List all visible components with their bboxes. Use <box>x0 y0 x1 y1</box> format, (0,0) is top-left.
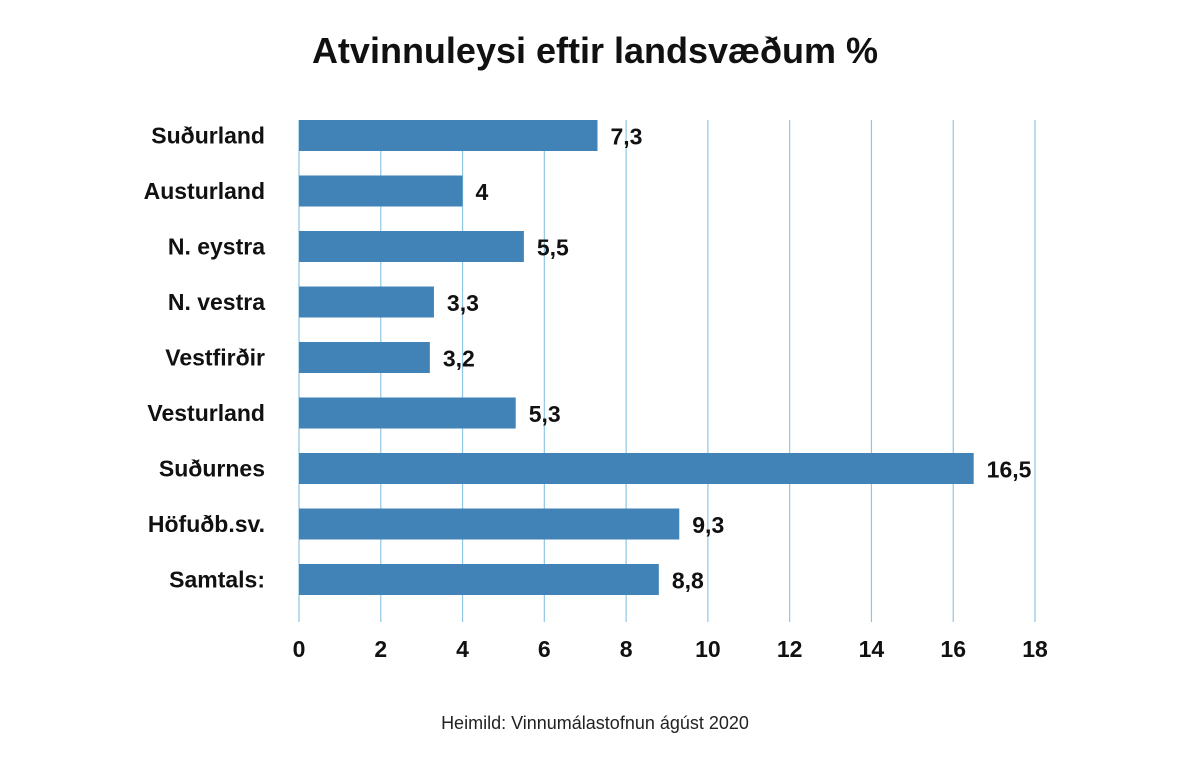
x-tick-label: 4 <box>456 636 469 662</box>
value-label: 9,3 <box>692 512 724 538</box>
bar <box>299 286 434 318</box>
category-label: Suðurnes <box>159 456 265 482</box>
x-tick-label: 2 <box>374 636 387 662</box>
x-tick-label: 0 <box>293 636 306 662</box>
value-label: 16,5 <box>987 457 1032 483</box>
category-label: Samtals: <box>169 567 265 593</box>
bar <box>299 120 598 151</box>
bar <box>299 564 659 595</box>
bar <box>299 397 516 429</box>
value-label: 8,8 <box>672 568 704 594</box>
value-label: 5,3 <box>529 401 561 427</box>
value-label: 5,5 <box>537 235 569 261</box>
x-tick-label: 16 <box>940 636 966 662</box>
x-tick-label: 14 <box>859 636 885 662</box>
x-tick-label: 10 <box>695 636 721 662</box>
x-tick-label: 12 <box>777 636 803 662</box>
bar <box>299 342 430 373</box>
category-label: Vesturland <box>147 400 265 426</box>
value-labels: 7,3 4 5,5 3,3 3,2 5,3 16,5 9,3 8,8 <box>443 124 1032 594</box>
value-label: 3,2 <box>443 346 475 372</box>
category-label: Austurland <box>144 178 265 204</box>
value-label: 3,3 <box>447 290 479 316</box>
category-labels: Suðurland Austurland N. eystra N. vestra Ves… <box>144 123 266 593</box>
x-tick-label: 18 <box>1022 636 1048 662</box>
x-axis-ticks: 0 2 4 6 8 10 12 14 16 18 <box>293 636 1048 662</box>
chart-title: Atvinnuleysi eftir landsvæðum % <box>311 30 879 71</box>
source-note: Heimild: Vinnumálastofnun ágúst 2020 <box>441 713 749 733</box>
x-tick-label: 6 <box>538 636 551 662</box>
value-label: 4 <box>476 179 489 205</box>
category-label: N. vestra <box>168 289 265 315</box>
category-label: Suðurland <box>151 123 265 149</box>
bar <box>299 231 524 262</box>
category-label: N. eystra <box>168 234 265 260</box>
value-label: 7,3 <box>610 124 642 150</box>
x-tick-label: 8 <box>620 636 633 662</box>
bar <box>299 453 974 484</box>
category-label: Höfuðb.sv. <box>148 511 265 537</box>
bar <box>299 508 680 540</box>
category-label: Vestfirðir <box>165 345 265 371</box>
bars <box>299 120 974 595</box>
bar <box>299 175 463 207</box>
